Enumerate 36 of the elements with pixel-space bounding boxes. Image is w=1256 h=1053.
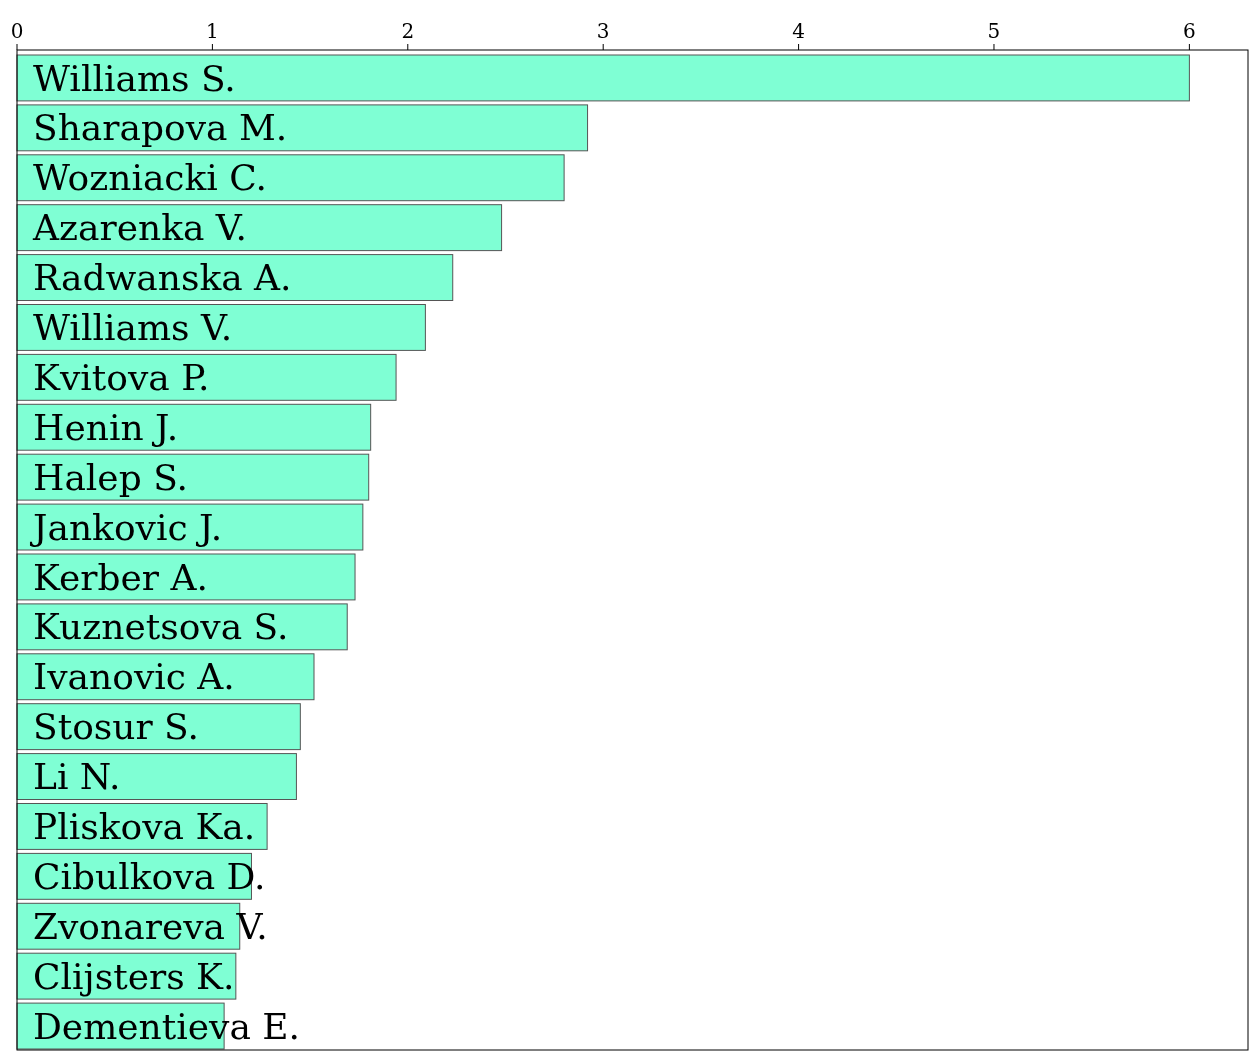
y-tick-label: Kerber A. — [33, 556, 208, 598]
bar — [16, 54, 1190, 102]
y-tick-label: Radwanska A. — [33, 257, 292, 299]
y-tick-label: Henin J. — [33, 406, 179, 448]
y-tick-label: Li N. — [33, 756, 121, 798]
x-tick-label: 4 — [792, 19, 805, 43]
y-tick-label: Kuznetsova S. — [33, 606, 289, 648]
x-tick-label: 0 — [10, 19, 24, 43]
y-tick-label: Stosur S. — [33, 706, 199, 748]
bar — [16, 154, 565, 202]
y-tick-label: Sharapova M. — [33, 107, 288, 149]
y-tick-label: Williams V. — [33, 307, 233, 349]
bar — [16, 503, 364, 551]
bar — [16, 353, 397, 401]
bar — [16, 453, 370, 501]
y-tick-label: Dementieva E. — [33, 1005, 301, 1047]
y-tick-label: Wozniacki C. — [33, 157, 267, 199]
y-tick-label: Clijsters K. — [33, 955, 235, 997]
bar — [16, 403, 372, 451]
x-tick-label: 3 — [596, 19, 610, 43]
bar — [16, 553, 356, 601]
bar — [16, 304, 426, 351]
y-tick-label: Williams S. — [33, 57, 236, 99]
x-tick-label: 1 — [206, 19, 219, 43]
bar — [16, 204, 503, 252]
bar — [16, 104, 589, 152]
y-tick-label: Pliskova Ka. — [33, 806, 256, 848]
y-tick-label: Jankovic J. — [29, 506, 223, 548]
x-tick-label: 6 — [1183, 19, 1196, 43]
y-tick-label: Azarenka V. — [32, 207, 247, 249]
y-tick-label: Ivanovic A. — [33, 656, 235, 698]
y-tick-label: Halep S. — [33, 456, 188, 498]
y-tick-label: Kvitova P. — [33, 356, 210, 398]
bar — [16, 753, 297, 800]
x-tick-label: 2 — [401, 19, 415, 43]
x-tick-label: 5 — [987, 19, 1001, 43]
